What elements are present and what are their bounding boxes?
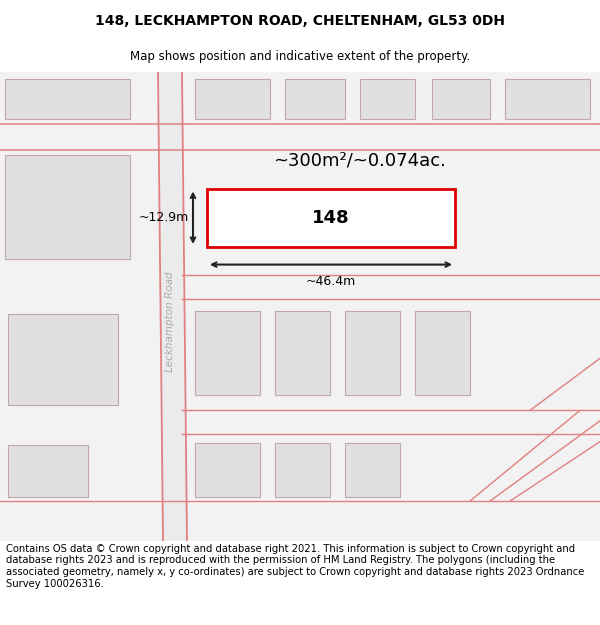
Text: Contains OS data © Crown copyright and database right 2021. This information is : Contains OS data © Crown copyright and d… <box>6 544 584 589</box>
Bar <box>360 79 415 119</box>
Text: ~12.9m: ~12.9m <box>139 211 189 224</box>
Text: 148, LECKHAMPTON ROAD, CHELTENHAM, GL53 0DH: 148, LECKHAMPTON ROAD, CHELTENHAM, GL53 … <box>95 14 505 28</box>
Bar <box>285 79 345 119</box>
Bar <box>345 442 400 497</box>
Bar <box>195 442 260 497</box>
Text: Leckhampton Road: Leckhampton Road <box>165 271 175 372</box>
Text: 148: 148 <box>312 209 350 227</box>
Bar <box>8 445 88 497</box>
Bar <box>5 79 130 119</box>
Text: ~300m²/~0.074ac.: ~300m²/~0.074ac. <box>274 151 446 169</box>
Bar <box>195 79 270 119</box>
Polygon shape <box>158 72 187 541</box>
Bar <box>505 79 590 119</box>
Bar <box>275 442 330 497</box>
Bar <box>195 311 260 395</box>
Bar <box>432 79 490 119</box>
Bar <box>415 311 470 395</box>
Bar <box>345 311 400 395</box>
Text: ~46.4m: ~46.4m <box>306 275 356 288</box>
Bar <box>8 314 118 405</box>
Bar <box>207 189 455 247</box>
Bar <box>275 311 330 395</box>
Text: Map shows position and indicative extent of the property.: Map shows position and indicative extent… <box>130 50 470 63</box>
Bar <box>5 155 130 259</box>
